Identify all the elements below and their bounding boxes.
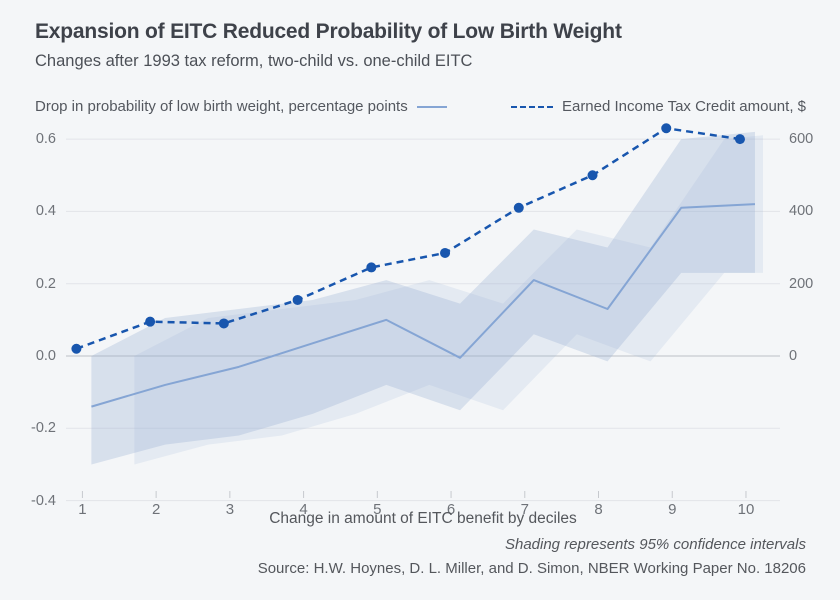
solid-line-icon [416,105,447,108]
x-axis-tick-label: 9 [668,501,677,518]
x-axis-tick-label: 10 [737,501,755,518]
x-axis-tick-label: 4 [299,501,308,518]
data-point-marker [587,170,598,181]
x-axis-tick-label: 3 [225,501,235,518]
legend-item-drop-probability: Drop in probability of low birth weight,… [35,98,447,115]
legend-item-eitc-amount: Earned Income Tax Credit amount, $ [510,98,806,115]
dashed-line-icon [510,105,553,108]
y-axis-tick-label-left: 0.0 [35,348,56,364]
x-axis-tick-label: 2 [151,501,161,518]
data-point-marker [440,247,451,258]
data-point-marker [513,202,524,213]
y-axis-tick-label-left: 0.6 [35,131,56,148]
legend: Drop in probability of low birth weight,… [35,98,806,115]
data-point-marker [218,318,229,329]
data-point-marker [145,316,156,327]
y-axis-tick-label-left: -0.4 [31,492,56,509]
source-credit: Source: H.W. Hoynes, D. L. Miller, and D… [257,560,806,577]
x-axis-tick-label: 1 [78,501,87,518]
x-axis-tick-label: 6 [446,501,456,518]
legend-label: Earned Income Tax Credit amount, $ [561,98,806,115]
confidence-band [91,131,755,465]
chart-subtitle: Changes after 1993 tax reform, two-child… [35,52,473,70]
confidence-band-echo [134,135,763,465]
y-axis-tick-label-left: -0.2 [31,420,56,437]
x-axis-tick-label: 7 [520,501,529,518]
y-axis-tick-label-right: 0 [789,348,798,364]
y-axis-tick-label-right: 400 [789,203,814,220]
data-point-marker [661,123,672,134]
y-axis-tick-label-right: 200 [789,275,814,292]
data-point-marker [366,262,377,273]
y-axis-tick-label-right: 600 [789,131,814,148]
chart-title: Expansion of EITC Reduced Probability of… [35,20,622,43]
data-point-marker [71,343,82,354]
y-axis-tick-label-left: 0.2 [35,275,56,292]
y-axis-tick-label-left: 0.4 [35,203,56,220]
legend-label: Drop in probability of low birth weight,… [35,98,408,115]
data-point-marker [734,134,745,145]
ci-note: Shading represents 95% confidence interv… [504,536,806,553]
x-axis-tick-label: 8 [594,501,603,518]
drop-probability-line [91,203,756,408]
x-axis-title: Change in amount of EITC benefit by deci… [269,510,577,527]
data-point-marker [292,294,303,305]
x-axis-tick-label: 5 [373,501,382,518]
